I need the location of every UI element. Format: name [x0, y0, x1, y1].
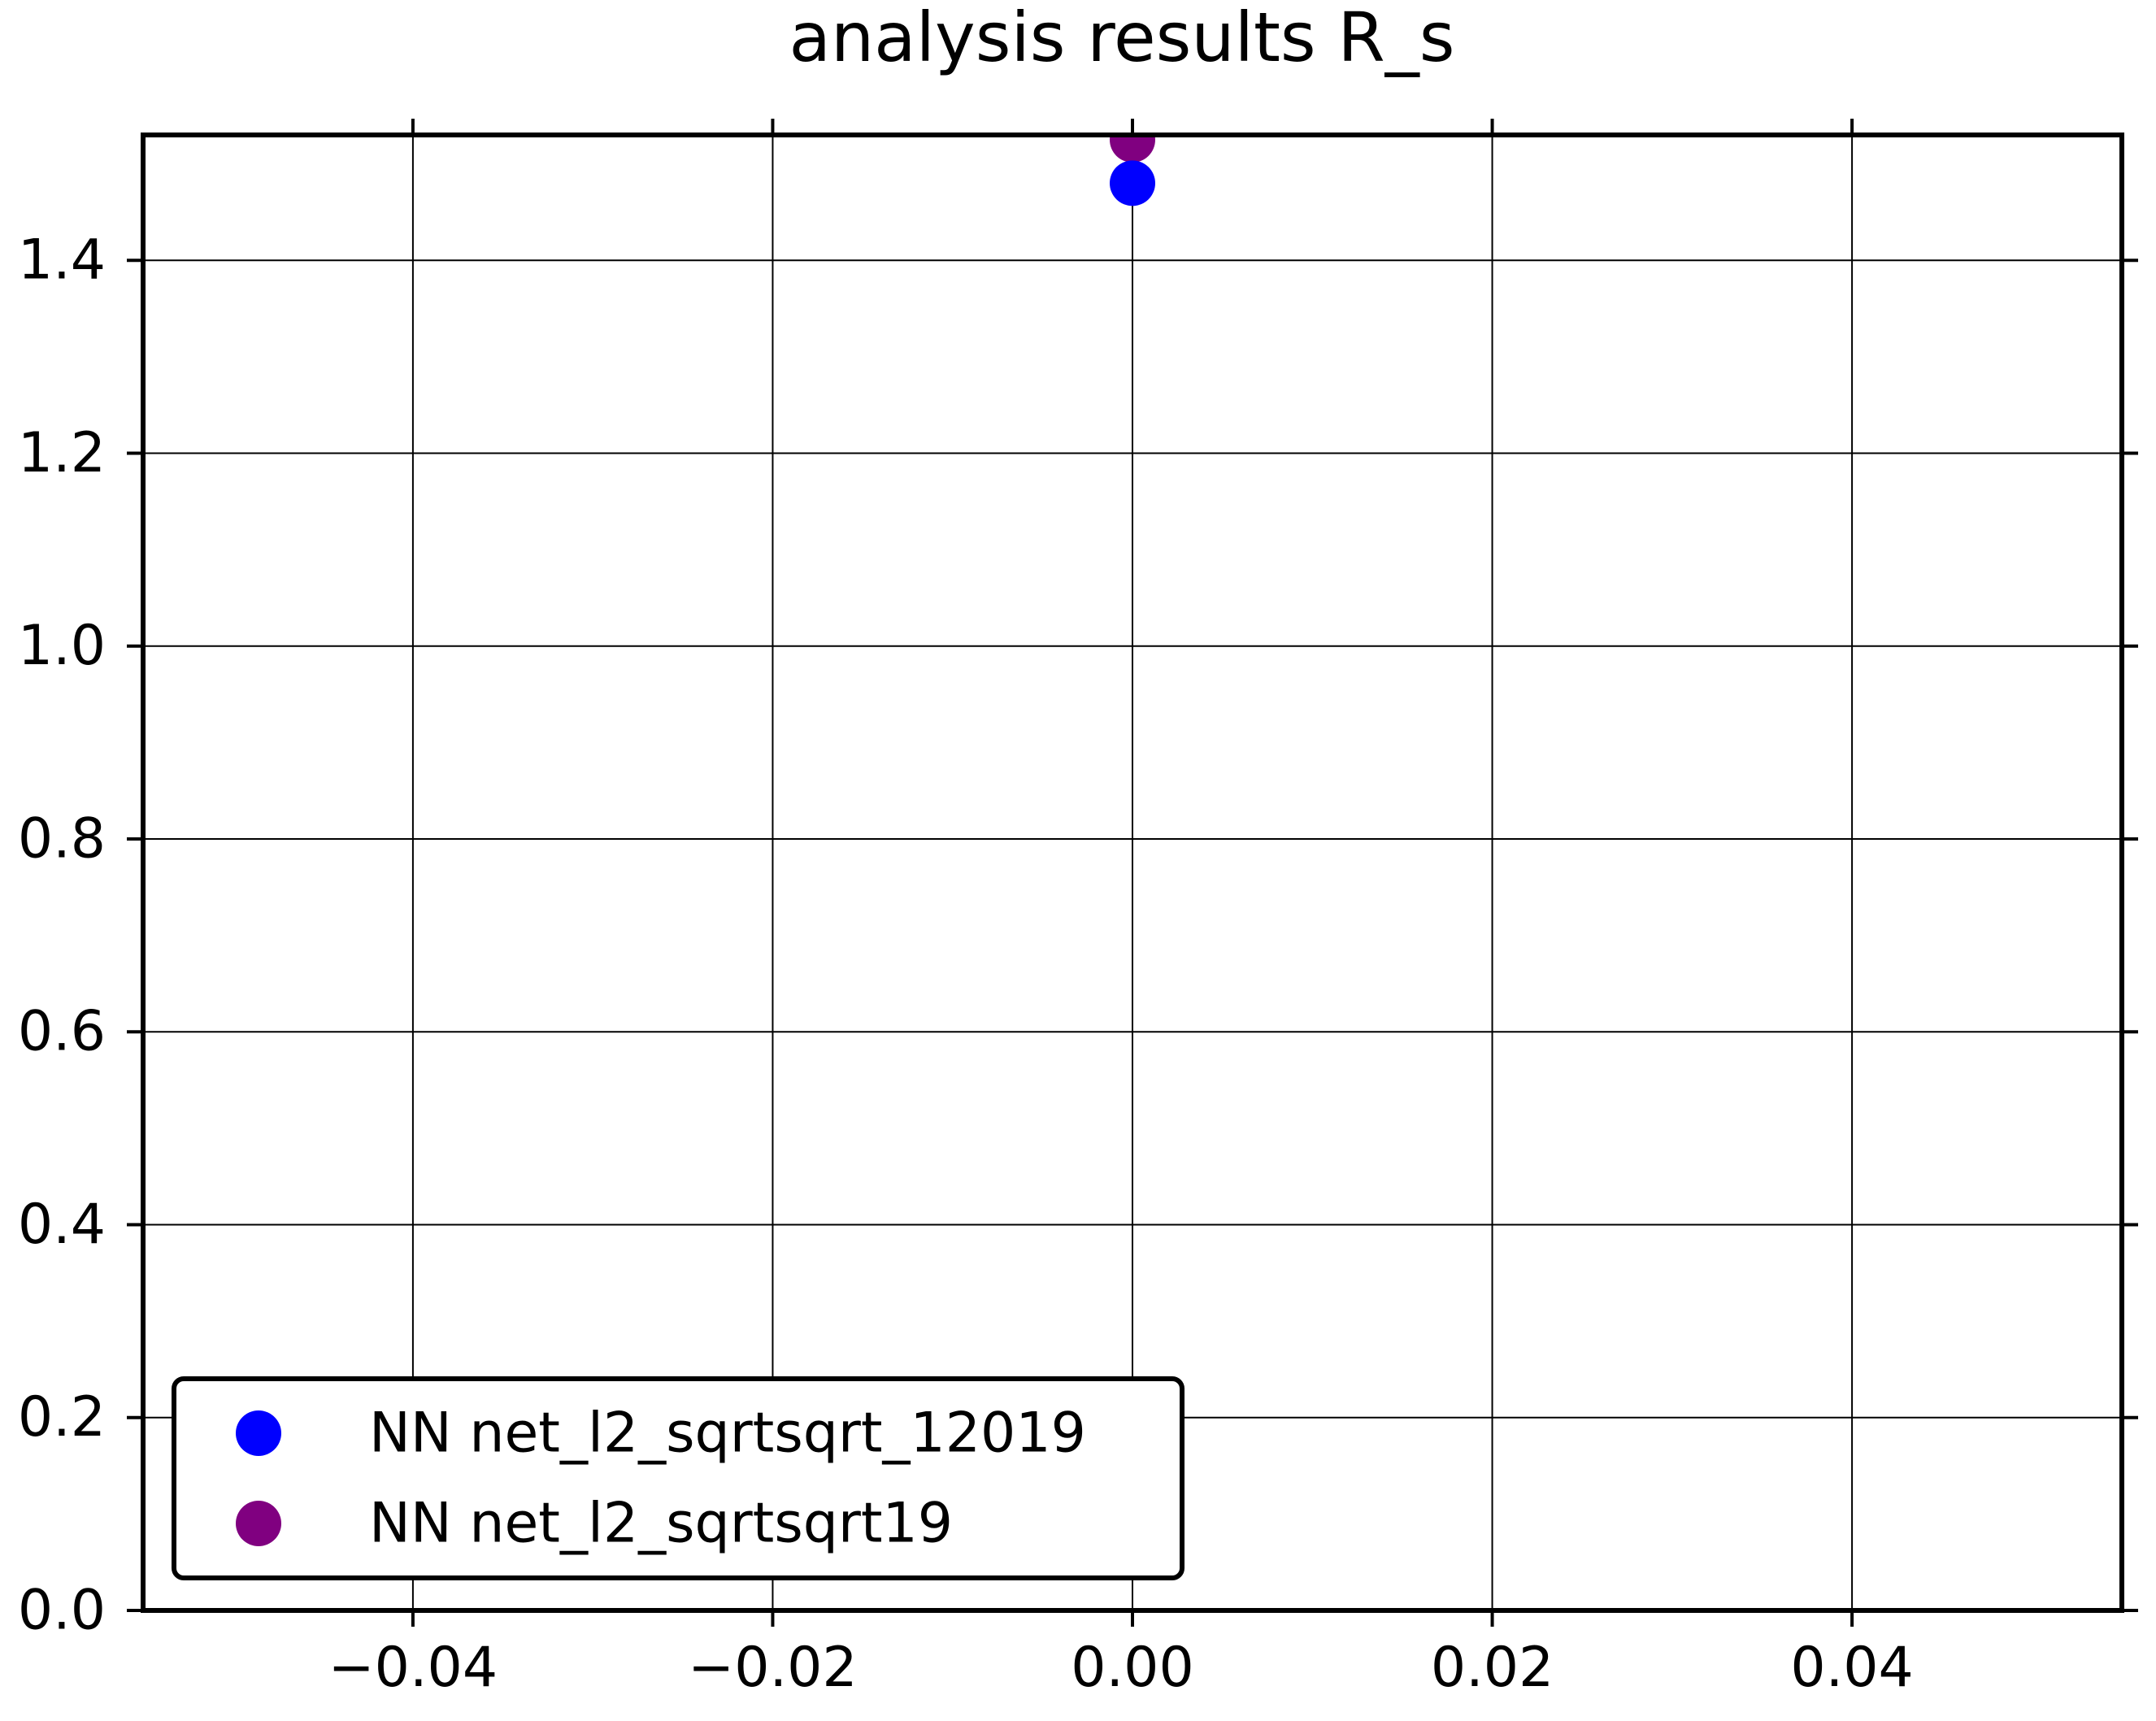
legend-box [172, 1376, 1184, 1580]
legend-label-series-1: NN net_l2_sqrtsqrt_12019 [369, 1402, 1086, 1466]
grid-lines [143, 135, 2122, 1611]
plot-area-frame [141, 133, 2124, 1613]
y-tick-label: 1.0 [18, 614, 106, 678]
y-tick-label: 0.6 [18, 1000, 106, 1064]
x-tick-label: 0.00 [1071, 1636, 1193, 1700]
y-tick-label: 0.2 [18, 1385, 106, 1449]
x-tick-label: −0.02 [688, 1636, 857, 1700]
x-tick-label: −0.04 [328, 1636, 498, 1700]
y-tick-label: 0.0 [18, 1579, 106, 1643]
scatter-point-series-2 [1110, 135, 1155, 163]
chart-title: analysis results R_s [789, 0, 1454, 77]
axis-ticks [127, 119, 2138, 1627]
y-tick-label: 1.4 [18, 228, 106, 293]
legend: NN net_l2_sqrtsqrt_12019 NN net_l2_sqrts… [172, 1376, 1184, 1580]
x-tick-label: 0.02 [1431, 1636, 1554, 1700]
x-tick-label: 0.04 [1790, 1636, 1913, 1700]
x-tick-labels: −0.04 −0.02 0.00 0.02 0.04 [328, 1636, 1914, 1700]
y-tick-label: 0.8 [18, 806, 106, 871]
y-tick-label: 0.4 [18, 1193, 106, 1257]
data-points [1110, 135, 1155, 206]
y-tick-labels: 0.0 0.2 0.4 0.6 0.8 1.0 1.2 1.4 [18, 228, 106, 1643]
legend-marker-series-1 [236, 1410, 281, 1456]
legend-marker-series-2 [236, 1501, 281, 1546]
y-tick-label: 1.2 [18, 421, 106, 485]
scatter-point-series-1 [1110, 160, 1155, 206]
legend-label-series-2: NN net_l2_sqrtsqrt19 [369, 1492, 953, 1556]
